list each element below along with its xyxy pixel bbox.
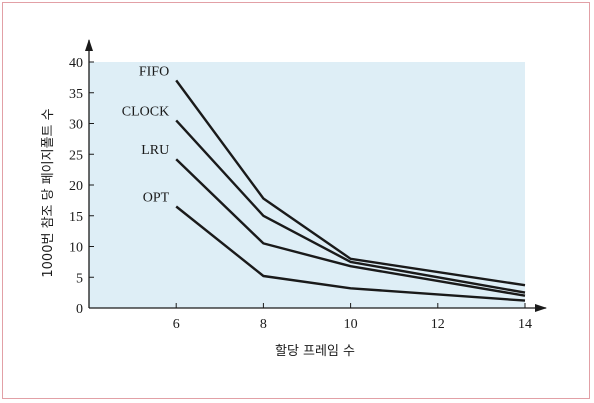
x-tick-label: 8 (260, 317, 267, 332)
y-tick-label: 30 (69, 118, 83, 133)
y-tick-label: 15 (69, 210, 83, 225)
y-axis-title: 1000번 참조 당 페이지폴트 수 (41, 108, 56, 277)
series-label-fifo: FIFO (139, 64, 169, 79)
y-tick-label: 35 (69, 87, 83, 102)
series-label-opt: OPT (143, 191, 170, 206)
y-tick-label: 0 (76, 302, 83, 317)
x-tick-label: 6 (173, 317, 180, 332)
y-tick-label: 25 (69, 148, 83, 163)
y-tick-label: 10 (69, 241, 83, 256)
x-tick-label: 12 (431, 317, 445, 332)
x-tick-label: 10 (344, 317, 358, 332)
x-tick-label: 14 (518, 317, 532, 332)
y-axis-arrow (85, 39, 93, 51)
series-line-fifo (175, 79, 526, 287)
series-line-lru (175, 158, 526, 297)
plot-area (89, 62, 525, 308)
series-label-lru: LRU (141, 143, 169, 158)
y-tick-label: 20 (69, 179, 83, 194)
series-line-clock (175, 119, 526, 294)
y-tick-label: 40 (69, 56, 83, 71)
x-axis-title: 할당 프레임 수 (275, 344, 355, 359)
y-tick-label: 5 (76, 271, 83, 286)
x-axis-arrow (535, 304, 547, 312)
series-label-clock: CLOCK (122, 104, 169, 119)
series-line-opt (175, 205, 526, 302)
